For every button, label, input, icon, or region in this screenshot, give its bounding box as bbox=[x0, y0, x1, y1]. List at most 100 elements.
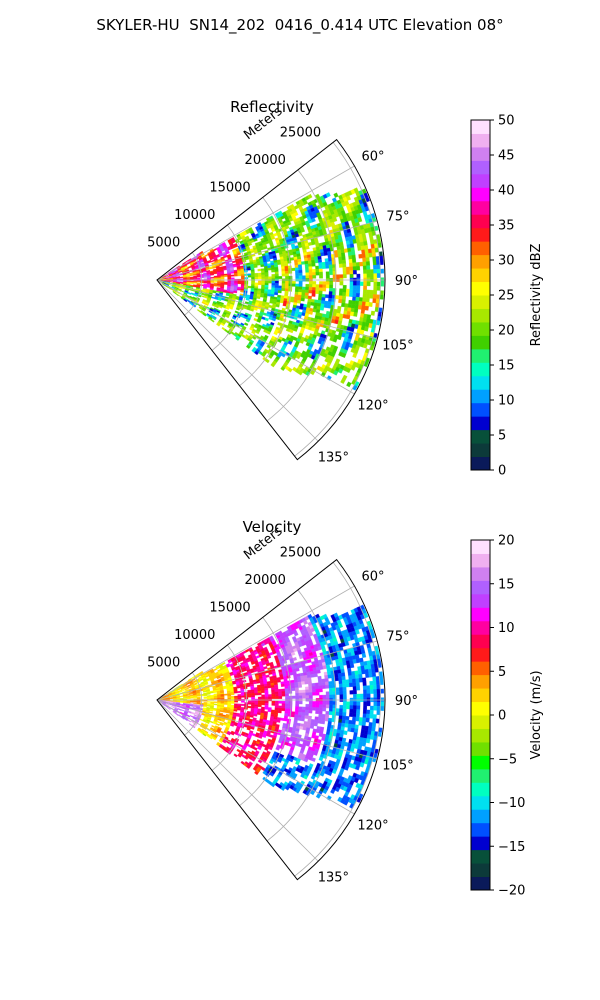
radar-cell bbox=[329, 691, 334, 696]
radar-cell bbox=[369, 235, 374, 241]
radar-cell bbox=[237, 280, 242, 283]
radar-cell bbox=[264, 274, 269, 277]
radar-cell bbox=[353, 281, 357, 286]
radar-cell bbox=[277, 710, 282, 714]
radar-cell bbox=[230, 271, 235, 274]
radar-cell bbox=[190, 701, 194, 703]
radar-cell bbox=[308, 692, 313, 696]
radar-cell bbox=[359, 281, 364, 286]
radar-cell bbox=[327, 304, 332, 309]
radar-cell bbox=[254, 692, 259, 696]
radar-cell bbox=[183, 299, 187, 303]
radar-cell bbox=[167, 286, 171, 290]
radar-cell bbox=[312, 284, 317, 288]
radar-cell bbox=[176, 277, 181, 279]
radar-cell bbox=[317, 679, 322, 683]
radar-cell bbox=[288, 703, 293, 707]
radar-cell bbox=[240, 290, 245, 293]
radar-cell bbox=[311, 685, 316, 690]
panel-title: Reflectivity bbox=[230, 98, 314, 116]
radar-cell bbox=[265, 674, 270, 678]
radar-cell bbox=[341, 302, 346, 308]
colorbar-swatch bbox=[471, 308, 490, 323]
radar-cell bbox=[352, 262, 357, 267]
radar-cell bbox=[301, 706, 306, 711]
radar-cell bbox=[285, 700, 289, 704]
radar-cell bbox=[189, 285, 194, 288]
radar-cell bbox=[284, 690, 289, 694]
colorbar-tick-label: 25 bbox=[498, 289, 515, 304]
radar-cell bbox=[352, 258, 357, 264]
radar-cell bbox=[338, 260, 343, 265]
radar-cell bbox=[344, 303, 349, 308]
radar-cell bbox=[341, 252, 346, 257]
radar-cell bbox=[324, 258, 329, 263]
radar-cell bbox=[277, 261, 282, 265]
radar-cell bbox=[372, 256, 377, 262]
radar-cell bbox=[183, 702, 187, 704]
colorbar-swatch bbox=[471, 402, 490, 417]
radar-cell bbox=[220, 322, 225, 327]
radar-cell bbox=[180, 290, 185, 293]
radar-cell bbox=[349, 292, 354, 297]
radar-cell bbox=[311, 290, 316, 294]
radar-cell bbox=[304, 680, 309, 685]
radar-cell bbox=[234, 280, 238, 283]
radar-cell bbox=[264, 270, 269, 273]
radar-cell bbox=[233, 290, 238, 294]
radar-cell bbox=[373, 273, 378, 278]
radar-cell bbox=[329, 271, 334, 276]
radar-cell bbox=[175, 293, 179, 297]
radar-cell bbox=[255, 330, 260, 335]
radar-cell bbox=[285, 283, 289, 287]
radar-cell bbox=[295, 286, 299, 290]
radar-cell bbox=[319, 274, 323, 279]
radar-cell bbox=[342, 274, 347, 279]
radar-cell bbox=[287, 685, 292, 689]
radar-cell bbox=[318, 710, 323, 715]
radar-cell bbox=[284, 285, 289, 289]
radar-cell bbox=[315, 265, 320, 270]
radar-cell bbox=[295, 283, 300, 287]
radar-cell bbox=[339, 274, 344, 279]
radar-cell bbox=[312, 704, 317, 708]
radar-cell bbox=[265, 722, 270, 726]
radar-cell bbox=[345, 314, 351, 320]
radar-cell bbox=[362, 236, 367, 242]
radar-cell bbox=[234, 695, 238, 698]
radar-cell bbox=[211, 296, 215, 299]
radar-cell bbox=[300, 297, 305, 302]
radar-cell bbox=[349, 281, 354, 286]
radar-cell bbox=[286, 675, 291, 679]
radar-cell bbox=[305, 275, 310, 279]
radar-cell bbox=[325, 271, 330, 276]
radar-cell bbox=[223, 703, 228, 705]
angle-tick-label: 120° bbox=[357, 399, 388, 414]
radar-cell bbox=[254, 700, 259, 703]
radar-cell bbox=[366, 314, 372, 320]
radar-cell bbox=[284, 705, 289, 709]
radar-cell bbox=[302, 695, 306, 699]
radar-cell bbox=[308, 289, 313, 294]
radar-cell bbox=[324, 717, 329, 722]
radar-cell bbox=[288, 708, 293, 712]
radar-cell bbox=[276, 719, 281, 723]
radar-cell bbox=[264, 694, 269, 697]
radar-cell bbox=[253, 681, 258, 685]
radar-cell bbox=[285, 280, 289, 284]
radar-cell bbox=[351, 304, 356, 309]
radar-cell bbox=[285, 275, 289, 279]
radar-cell bbox=[247, 700, 252, 703]
radar-cell bbox=[257, 282, 262, 286]
radar-cell bbox=[305, 269, 310, 273]
radar-cell bbox=[187, 292, 192, 295]
radar-cell bbox=[362, 297, 367, 303]
radar-cell bbox=[325, 691, 330, 696]
radar-cell bbox=[263, 666, 268, 670]
radar-cell bbox=[321, 713, 326, 718]
radar-cell bbox=[342, 263, 347, 268]
radar-cell bbox=[315, 290, 320, 295]
radar-cell bbox=[294, 262, 299, 266]
radar-cell bbox=[247, 267, 252, 271]
radar-cell bbox=[203, 282, 208, 284]
